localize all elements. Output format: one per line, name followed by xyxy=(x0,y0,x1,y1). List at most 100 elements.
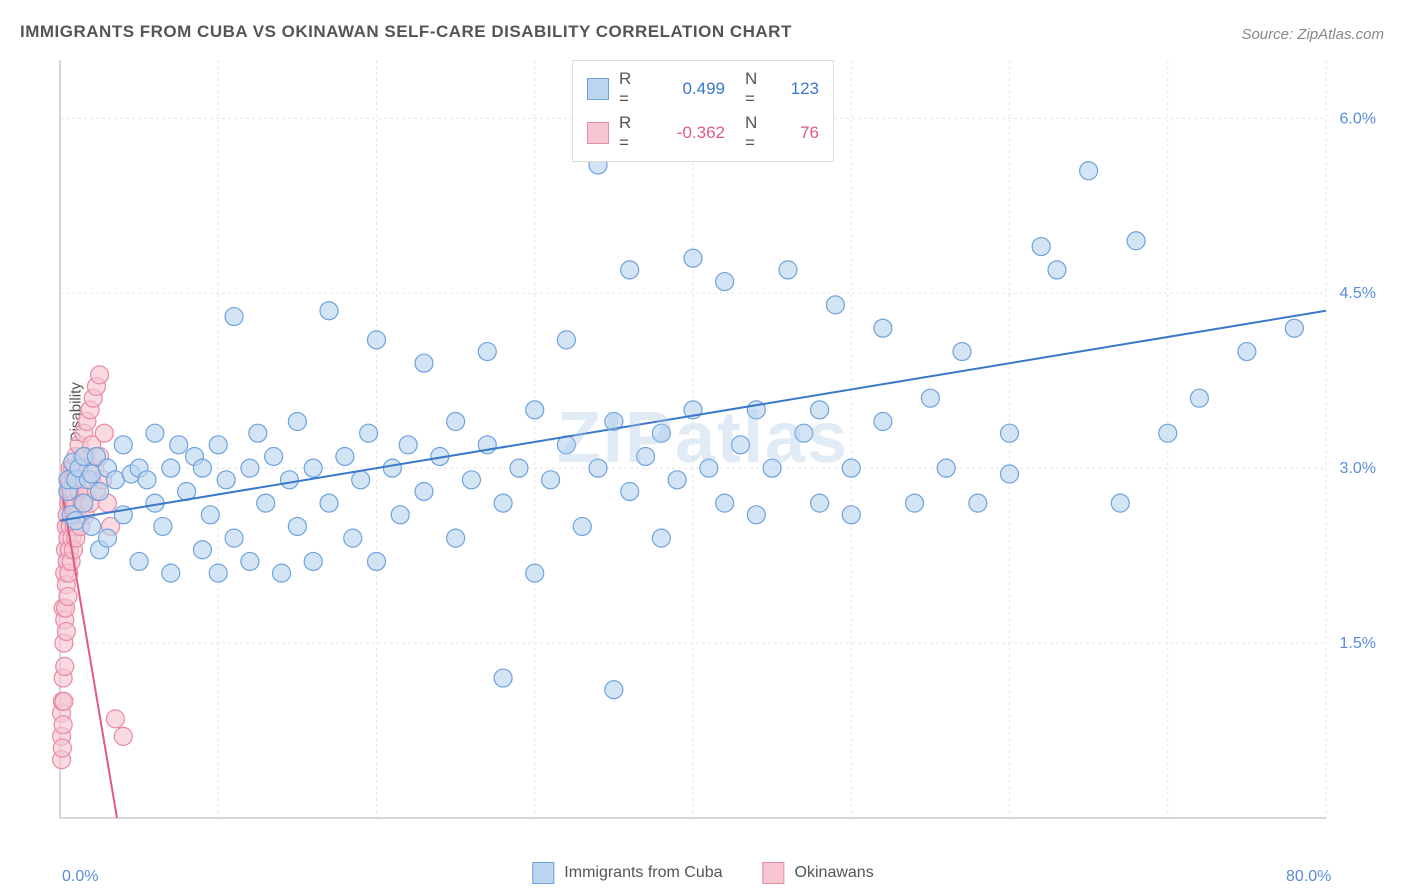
data-point xyxy=(54,716,72,734)
data-point xyxy=(75,494,93,512)
data-point xyxy=(241,459,259,477)
data-point xyxy=(1080,162,1098,180)
data-point xyxy=(731,436,749,454)
data-point xyxy=(494,669,512,687)
data-point xyxy=(621,261,639,279)
data-point xyxy=(1048,261,1066,279)
data-point xyxy=(320,494,338,512)
n-label: N = xyxy=(745,69,765,109)
legend-row-series1: R = 0.499 N = 123 xyxy=(587,67,819,111)
r-label: R = xyxy=(619,113,645,153)
data-point xyxy=(1190,389,1208,407)
data-point xyxy=(280,471,298,489)
source-attribution: Source: ZipAtlas.com xyxy=(1241,26,1384,43)
data-point xyxy=(1001,424,1019,442)
data-point xyxy=(352,471,370,489)
data-point xyxy=(874,413,892,431)
swatch-series1-b xyxy=(532,862,554,884)
y-tick-label: 1.5% xyxy=(1340,635,1376,652)
data-point xyxy=(1032,238,1050,256)
data-point xyxy=(368,552,386,570)
data-point xyxy=(91,482,109,500)
data-point xyxy=(399,436,417,454)
data-point xyxy=(1127,232,1145,250)
data-point xyxy=(1001,465,1019,483)
n-value-series2: 76 xyxy=(775,123,819,143)
data-point xyxy=(57,622,75,640)
x-axis-max: 80.0% xyxy=(1286,868,1331,886)
data-point xyxy=(114,727,132,745)
data-point xyxy=(368,331,386,349)
data-point xyxy=(391,506,409,524)
data-point xyxy=(95,424,113,442)
data-point xyxy=(415,354,433,372)
data-point xyxy=(53,739,71,757)
data-point xyxy=(257,494,275,512)
data-point xyxy=(700,459,718,477)
data-point xyxy=(447,529,465,547)
data-point xyxy=(447,413,465,431)
chart-title: IMMIGRANTS FROM CUBA VS OKINAWAN SELF-CA… xyxy=(20,22,792,42)
data-point xyxy=(415,482,433,500)
data-point xyxy=(193,541,211,559)
series-legend: Immigrants from Cuba Okinawans xyxy=(532,862,873,884)
legend-item-series2: Okinawans xyxy=(763,862,874,884)
data-point xyxy=(55,692,73,710)
data-point xyxy=(716,494,734,512)
data-point xyxy=(91,366,109,384)
data-point xyxy=(162,459,180,477)
data-point xyxy=(906,494,924,512)
data-point xyxy=(462,471,480,489)
data-point xyxy=(478,343,496,361)
n-label: N = xyxy=(745,113,765,153)
data-point xyxy=(874,319,892,337)
data-point xyxy=(795,424,813,442)
data-point xyxy=(360,424,378,442)
data-point xyxy=(826,296,844,314)
data-point xyxy=(288,517,306,535)
data-point xyxy=(937,459,955,477)
data-point xyxy=(273,564,291,582)
data-point xyxy=(114,436,132,454)
y-tick-label: 4.5% xyxy=(1340,285,1376,302)
data-point xyxy=(557,331,575,349)
swatch-series1 xyxy=(587,78,609,100)
data-point xyxy=(304,552,322,570)
data-point xyxy=(652,529,670,547)
data-point xyxy=(265,447,283,465)
data-point xyxy=(56,657,74,675)
data-point xyxy=(1238,343,1256,361)
scatter-plot: 1.5%3.0%4.5%6.0% xyxy=(52,60,1386,838)
data-point xyxy=(344,529,362,547)
data-point xyxy=(209,564,227,582)
data-point xyxy=(217,471,235,489)
data-point xyxy=(542,471,560,489)
data-point xyxy=(526,401,544,419)
data-point xyxy=(83,517,101,535)
data-point xyxy=(684,249,702,267)
data-point xyxy=(162,564,180,582)
data-point xyxy=(921,389,939,407)
legend-label-series2: Okinawans xyxy=(795,864,874,882)
data-point xyxy=(304,459,322,477)
data-point xyxy=(1159,424,1177,442)
data-point xyxy=(668,471,686,489)
data-point xyxy=(1111,494,1129,512)
data-point xyxy=(526,564,544,582)
data-point xyxy=(59,587,77,605)
swatch-series2 xyxy=(587,122,609,144)
data-point xyxy=(138,471,156,489)
n-value-series1: 123 xyxy=(775,79,819,99)
data-point xyxy=(320,302,338,320)
legend-item-series1: Immigrants from Cuba xyxy=(532,862,722,884)
y-tick-label: 3.0% xyxy=(1340,460,1376,477)
data-point xyxy=(209,436,227,454)
data-point xyxy=(747,506,765,524)
data-point xyxy=(98,529,116,547)
data-point xyxy=(193,459,211,477)
data-point xyxy=(225,308,243,326)
data-point xyxy=(842,459,860,477)
r-label: R = xyxy=(619,69,645,109)
data-point xyxy=(716,273,734,291)
legend-row-series2: R = -0.362 N = 76 xyxy=(587,111,819,155)
